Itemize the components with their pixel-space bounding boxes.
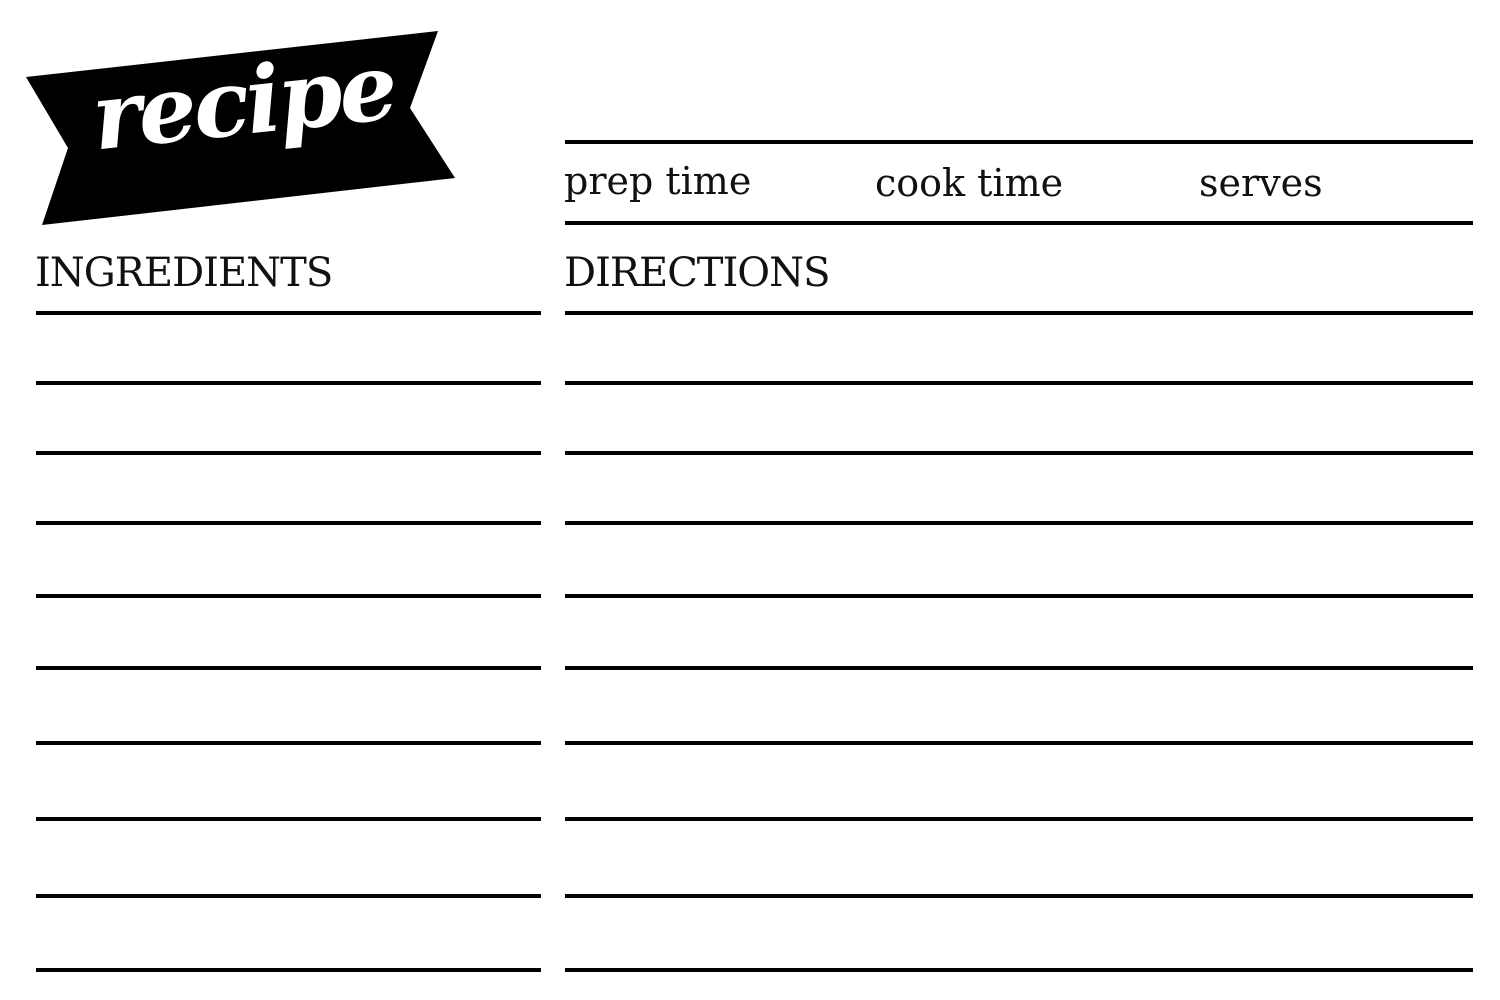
ingredient-line [36, 381, 541, 385]
ingredient-line [36, 311, 541, 315]
prep-time-label: prep time [564, 159, 752, 203]
direction-line [565, 741, 1473, 745]
direction-line [565, 968, 1473, 972]
ingredient-line [36, 817, 541, 821]
direction-line [565, 894, 1473, 898]
direction-line [565, 817, 1473, 821]
direction-line [565, 521, 1473, 525]
ingredient-line [36, 894, 541, 898]
direction-line [565, 451, 1473, 455]
cook-time-label: cook time [875, 161, 1064, 205]
directions-heading: DIRECTIONS [564, 250, 830, 296]
direction-line [565, 311, 1473, 315]
ingredient-line [36, 521, 541, 525]
serves-label: serves [1199, 161, 1323, 205]
recipe-banner [26, 31, 455, 225]
direction-line [565, 381, 1473, 385]
direction-line [565, 594, 1473, 598]
meta-top-rule [565, 140, 1473, 144]
meta-bottom-rule [565, 221, 1473, 225]
direction-line [565, 666, 1473, 670]
ingredient-line [36, 741, 541, 745]
ingredient-line [36, 594, 541, 598]
ingredients-heading: INGREDIENTS [35, 250, 333, 296]
ingredient-line [36, 451, 541, 455]
ingredient-line [36, 968, 541, 972]
ingredient-line [36, 666, 541, 670]
